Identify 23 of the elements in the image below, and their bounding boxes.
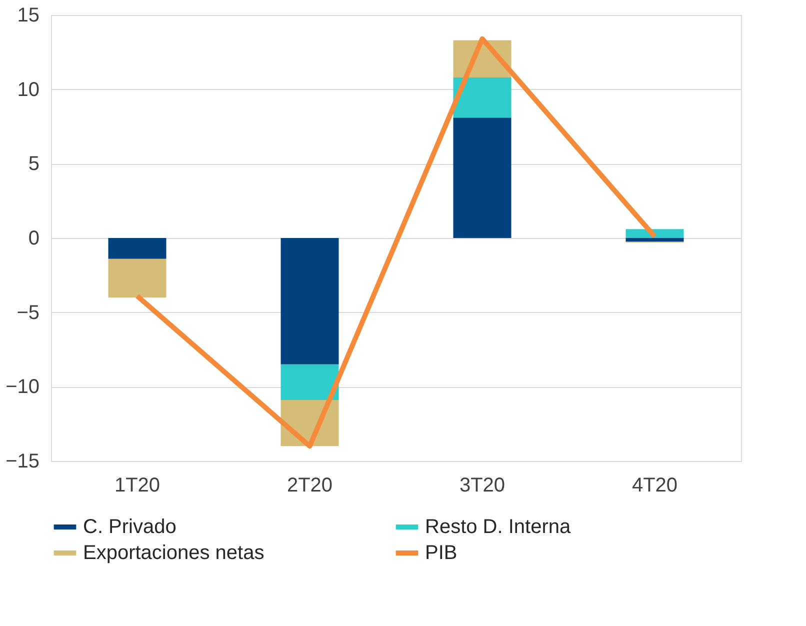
legend-label: Exportaciones netas: [83, 542, 264, 564]
bar: [280, 238, 339, 364]
y-tick-label: 5: [28, 153, 40, 176]
bar: [626, 229, 684, 238]
bar: [108, 258, 166, 298]
x-tick-label: 3T20: [459, 474, 506, 496]
x-tick-label: 2T20: [286, 474, 333, 496]
bar: [453, 77, 512, 118]
y-tick-label: 10: [17, 78, 40, 101]
y-tick-label: 0: [28, 228, 40, 250]
y-tick-label: −5: [16, 302, 40, 324]
y-tick-label: −10: [6, 376, 40, 398]
legend-label: Resto D. Interna: [425, 516, 572, 538]
x-tick-label: 4T20: [632, 474, 678, 496]
legend-label: PIB: [425, 542, 458, 564]
y-tick-label: 15: [17, 4, 40, 26]
x-tick-label: 1T20: [114, 474, 160, 496]
y-tick-label: −15: [6, 450, 40, 472]
bar: [108, 238, 166, 259]
bar: [280, 364, 339, 400]
bar: [453, 118, 512, 238]
legend-label: C. Privado: [83, 516, 176, 538]
bar: [626, 238, 684, 242]
